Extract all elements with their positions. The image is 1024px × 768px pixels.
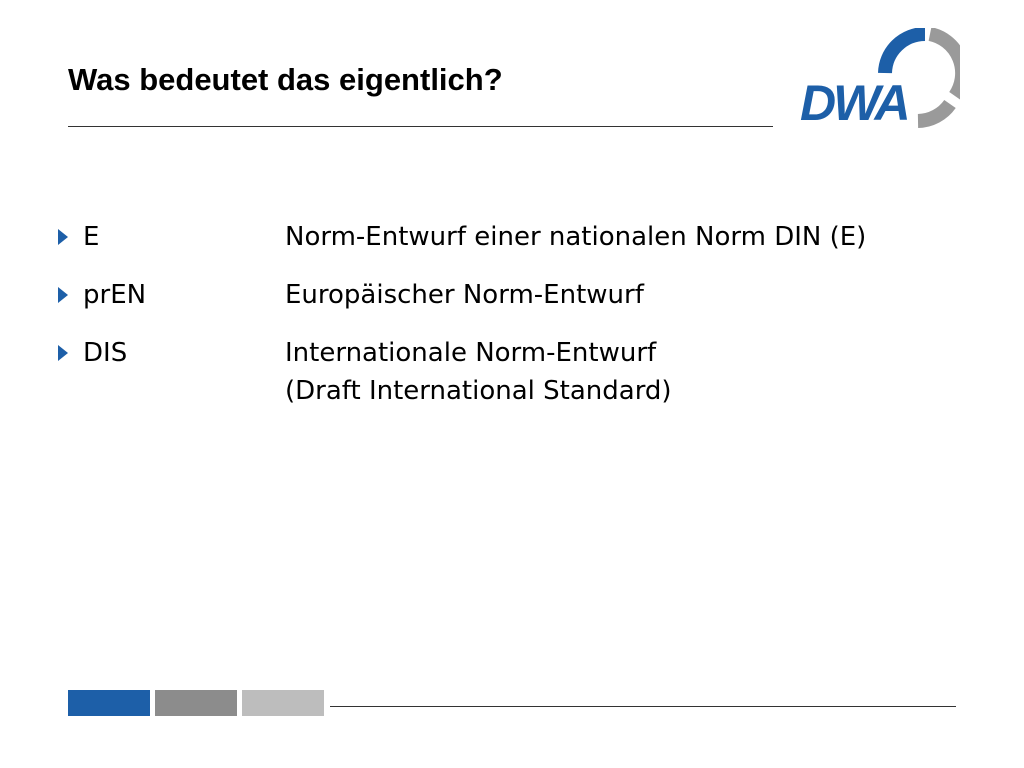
item-description-secondary: (Draft International Standard): [285, 376, 672, 406]
footer-divider: [330, 706, 956, 707]
triangle-right-icon: [58, 287, 68, 303]
footer-block-grey: [155, 690, 237, 716]
item-abbreviation: DIS: [83, 338, 128, 368]
dwa-logo-icon: [878, 28, 960, 128]
item-abbreviation: E: [83, 222, 100, 252]
footer-block-blue: [68, 690, 150, 716]
slide-title: Was bedeutet das eigentlich?: [68, 62, 503, 97]
triangle-right-icon: [58, 229, 68, 245]
triangle-right-icon: [58, 345, 68, 361]
item-abbreviation: prEN: [83, 280, 147, 310]
logo-wordmark: DWA: [800, 75, 911, 131]
item-description: Internationale Norm-Entwurf: [285, 338, 657, 368]
item-description: Europäischer Norm-Entwurf: [285, 280, 644, 310]
footer-block-lightgrey: [242, 690, 324, 716]
item-description: Norm-Entwurf einer nationalen Norm DIN (…: [285, 222, 867, 252]
title-divider: [68, 126, 773, 127]
